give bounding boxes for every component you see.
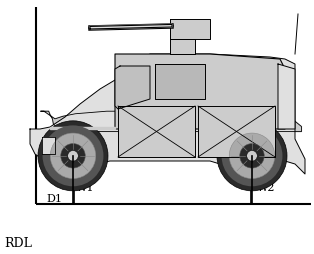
Ellipse shape bbox=[61, 144, 85, 168]
Text: W1: W1 bbox=[76, 182, 95, 192]
Ellipse shape bbox=[50, 134, 96, 179]
Ellipse shape bbox=[217, 121, 287, 191]
Ellipse shape bbox=[38, 121, 108, 191]
Text: RDL: RDL bbox=[5, 236, 33, 249]
Ellipse shape bbox=[240, 144, 264, 168]
Polygon shape bbox=[42, 137, 55, 154]
Polygon shape bbox=[30, 55, 305, 179]
Polygon shape bbox=[198, 107, 275, 157]
Polygon shape bbox=[90, 25, 172, 30]
Ellipse shape bbox=[43, 126, 103, 186]
Polygon shape bbox=[41, 112, 301, 132]
Polygon shape bbox=[170, 40, 195, 55]
Polygon shape bbox=[115, 67, 150, 109]
Polygon shape bbox=[115, 55, 285, 130]
Polygon shape bbox=[50, 128, 115, 130]
Polygon shape bbox=[155, 65, 205, 100]
Text: D1: D1 bbox=[46, 193, 62, 203]
Ellipse shape bbox=[229, 134, 275, 179]
Polygon shape bbox=[170, 20, 210, 40]
Ellipse shape bbox=[222, 126, 283, 186]
Polygon shape bbox=[278, 65, 295, 130]
Polygon shape bbox=[118, 107, 195, 157]
Ellipse shape bbox=[68, 151, 78, 162]
Ellipse shape bbox=[247, 151, 257, 162]
Text: W2: W2 bbox=[257, 182, 275, 192]
